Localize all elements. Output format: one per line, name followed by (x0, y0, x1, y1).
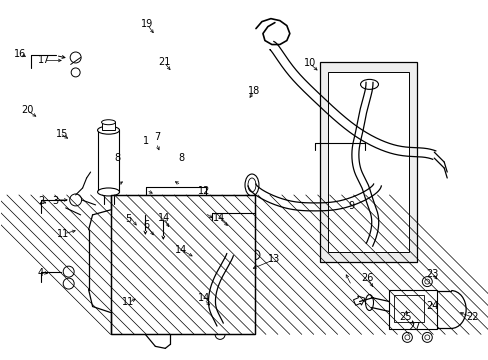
Text: 14: 14 (198, 293, 210, 303)
Ellipse shape (215, 329, 224, 339)
Text: 8: 8 (178, 153, 184, 163)
Bar (327, 72, 408, 252)
Text: 4: 4 (38, 267, 44, 278)
Text: 10: 10 (304, 58, 316, 68)
Text: 14: 14 (175, 245, 187, 255)
Text: 9: 9 (348, 201, 354, 211)
Text: 13: 13 (267, 254, 279, 264)
Bar (110, 195, 254, 334)
Text: 14: 14 (158, 213, 170, 222)
Text: 20: 20 (21, 105, 33, 115)
Ellipse shape (98, 126, 119, 134)
Text: 11: 11 (122, 297, 134, 307)
Text: 12: 12 (198, 186, 210, 196)
Ellipse shape (98, 188, 119, 196)
Text: 18: 18 (247, 86, 260, 96)
Ellipse shape (244, 174, 259, 196)
Text: 3: 3 (52, 196, 59, 206)
Text: 8: 8 (115, 153, 121, 163)
Ellipse shape (102, 120, 115, 125)
Text: 22: 22 (465, 312, 478, 322)
Text: 19: 19 (141, 19, 153, 29)
Text: 15: 15 (56, 129, 68, 139)
Bar (394, 294, 424, 323)
Text: 14: 14 (213, 213, 225, 222)
Bar (110, 195, 254, 334)
Text: 23: 23 (426, 269, 438, 279)
Bar (102, 122, 115, 130)
Text: 21: 21 (158, 57, 170, 67)
Ellipse shape (370, 174, 384, 196)
Bar (98, 130, 119, 192)
Text: 7: 7 (153, 132, 160, 142)
Ellipse shape (373, 178, 381, 192)
Text: 26: 26 (360, 273, 373, 283)
Ellipse shape (249, 250, 260, 260)
Text: 1: 1 (143, 136, 149, 145)
Ellipse shape (208, 250, 218, 260)
Text: 17: 17 (38, 55, 50, 65)
Text: 16: 16 (14, 49, 26, 59)
Ellipse shape (360, 80, 378, 89)
Ellipse shape (247, 178, 255, 192)
Bar (388, 289, 436, 329)
Ellipse shape (365, 294, 373, 310)
Text: 2: 2 (38, 196, 44, 206)
Text: 25: 25 (398, 312, 411, 322)
Text: 5: 5 (125, 215, 131, 224)
Text: 11: 11 (57, 229, 69, 239)
Text: 27: 27 (407, 322, 419, 332)
Text: 6: 6 (143, 220, 149, 230)
FancyArrow shape (353, 296, 365, 305)
Bar (319, 62, 416, 262)
Ellipse shape (210, 294, 220, 305)
Text: 24: 24 (426, 301, 438, 311)
